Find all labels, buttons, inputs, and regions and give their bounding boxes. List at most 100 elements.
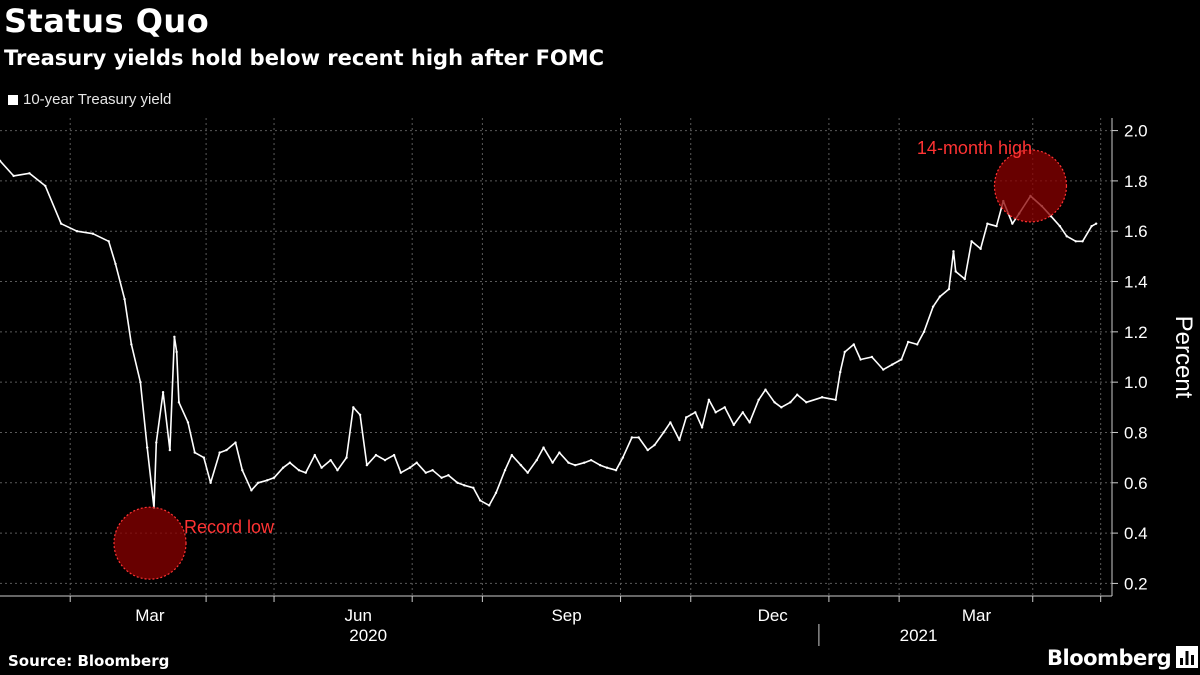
data-point — [266, 479, 269, 482]
data-point — [773, 401, 776, 404]
data-point — [995, 224, 998, 228]
data-point — [177, 401, 181, 404]
data-point — [714, 411, 717, 414]
data-point — [1058, 224, 1062, 228]
data-point — [28, 172, 31, 175]
data-point — [630, 436, 634, 439]
data-point — [91, 232, 95, 235]
y-tick-label: 0.4 — [1124, 524, 1148, 543]
data-point — [12, 174, 15, 178]
data-point — [424, 471, 427, 474]
data-point — [383, 458, 387, 462]
data-point — [431, 469, 434, 472]
data-point — [336, 469, 339, 472]
data-point — [440, 476, 443, 479]
data-point — [1094, 222, 1098, 225]
data-point — [605, 466, 609, 469]
data-point — [146, 446, 149, 449]
data-point — [789, 401, 792, 404]
data-point — [392, 453, 396, 457]
data-point — [161, 391, 165, 394]
data-point — [288, 461, 292, 464]
data-point — [757, 398, 760, 401]
data-point — [707, 398, 711, 401]
data-point — [646, 448, 649, 452]
data-point — [209, 481, 212, 484]
data-point — [614, 469, 618, 472]
data-point — [297, 469, 301, 472]
data-point — [916, 343, 919, 346]
data-point — [114, 262, 117, 266]
data-point — [415, 461, 418, 464]
data-point — [963, 277, 966, 281]
y-axis-title: Percent — [1170, 316, 1197, 399]
data-point — [1090, 224, 1093, 228]
data-point — [637, 436, 640, 439]
data-point — [678, 438, 681, 442]
data-point — [870, 355, 874, 359]
legend-label: 10-year Treasury yield — [23, 91, 172, 108]
data-point — [1065, 235, 1068, 238]
data-point — [780, 406, 783, 409]
data-point — [1081, 240, 1084, 243]
data-point — [218, 451, 221, 454]
data-point — [852, 343, 856, 346]
data-point — [256, 481, 260, 484]
x-year-label: 2020 — [349, 626, 387, 645]
data-point — [168, 448, 172, 452]
data-point — [494, 491, 498, 495]
data-point — [202, 456, 206, 459]
data-point — [193, 451, 196, 454]
data-point — [653, 443, 656, 447]
data-point — [281, 466, 285, 469]
data-point — [843, 350, 846, 354]
data-point — [478, 499, 482, 502]
data-point — [979, 247, 982, 251]
source-label: Source: Bloomberg — [8, 652, 170, 670]
data-point — [463, 484, 466, 487]
data-point — [764, 388, 767, 391]
data-point — [748, 421, 751, 424]
data-point — [75, 230, 79, 233]
data-point — [399, 471, 403, 474]
data-point — [583, 461, 586, 464]
data-point — [526, 471, 529, 474]
data-point — [906, 340, 910, 344]
data-point — [352, 406, 355, 409]
x-tick-label: Mar — [962, 606, 992, 625]
data-point — [938, 295, 942, 298]
y-tick-label: 1.0 — [1124, 373, 1148, 392]
data-point — [741, 411, 745, 414]
y-tick-label: 1.8 — [1124, 172, 1148, 191]
x-year-label: 2021 — [900, 626, 938, 645]
data-point — [241, 469, 244, 472]
y-tick-label: 1.4 — [1124, 273, 1148, 292]
data-point — [685, 416, 688, 419]
data-point — [820, 396, 824, 399]
y-tick-label: 0.8 — [1124, 423, 1148, 442]
x-tick-label: Mar — [135, 606, 165, 625]
data-point — [456, 481, 459, 484]
annotation-label: Record low — [184, 517, 275, 537]
data-point — [558, 451, 561, 454]
data-point — [313, 453, 317, 457]
y-tick-label: 1.2 — [1124, 323, 1148, 342]
data-point — [891, 363, 894, 366]
y-tick-label: 2.0 — [1124, 122, 1148, 141]
data-point — [839, 370, 842, 374]
data-point — [59, 222, 63, 225]
data-point — [1074, 240, 1077, 243]
data-point — [320, 466, 323, 469]
legend-swatch-icon — [8, 94, 18, 105]
data-point — [107, 240, 110, 243]
x-tick-label: Sep — [551, 606, 581, 625]
data-point — [723, 406, 726, 409]
data-point — [882, 368, 885, 371]
data-point — [662, 431, 665, 434]
data-point — [931, 305, 935, 308]
data-point — [922, 330, 926, 334]
data-point — [175, 350, 178, 354]
data-point — [472, 486, 475, 490]
data-point — [329, 458, 332, 462]
